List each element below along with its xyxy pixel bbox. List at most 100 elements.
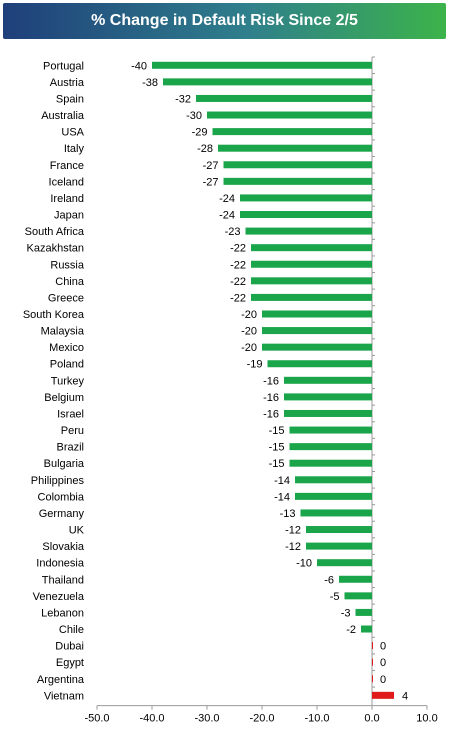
bar [289,443,372,451]
data-label: -6 [324,574,334,586]
bar [245,227,372,235]
data-label: -22 [230,276,246,288]
x-tick-label: 10.0 [416,713,437,725]
bar [317,559,372,567]
category-label: Philippines [31,475,85,487]
data-label: -14 [274,491,290,503]
bar [295,492,372,500]
category-label: Mexico [49,342,84,354]
category-label: Bulgaria [44,458,85,470]
category-label: Israel [57,408,84,420]
x-tick-label: -40.0 [139,713,164,725]
data-label: -22 [230,292,246,304]
bar [240,194,372,202]
bar [284,376,372,384]
category-label: Italy [64,143,85,155]
category-label: France [50,160,84,172]
data-label: -23 [225,226,241,238]
data-label: -19 [247,359,263,371]
bar [295,476,372,484]
category-label: Greece [48,292,84,304]
bar [207,111,372,119]
category-label: Chile [59,624,84,636]
category-label: Argentina [37,674,85,686]
bar [251,260,372,268]
data-label: -15 [269,442,285,454]
data-label: -3 [341,607,351,619]
bar [361,625,372,633]
category-label: Poland [50,359,84,371]
category-label: Colombia [38,491,85,503]
data-label: -13 [280,508,296,520]
bar [344,592,372,600]
category-label: Vietnam [44,690,84,702]
data-label: -27 [203,160,219,172]
bar [339,575,372,583]
x-tick-label: -20.0 [249,713,274,725]
category-label: Turkey [51,375,85,387]
category-label: Portugal [43,60,84,72]
bar [262,310,372,318]
category-label: South Korea [23,309,85,321]
data-label: -5 [330,591,340,603]
category-label: Australia [41,110,85,122]
bar [284,409,372,417]
category-label: Slovakia [42,541,84,553]
data-label: -20 [241,309,257,321]
bar [372,691,394,699]
bar [289,426,372,434]
bar [218,144,372,152]
category-label: Venezuela [33,591,85,603]
data-label: -38 [142,77,158,89]
chart-title: % Change in Default Risk Since 2/5 [91,12,358,29]
x-tick-label: -10.0 [304,713,329,725]
data-label: -15 [269,458,285,470]
category-label: Japan [54,210,84,222]
data-label: 0 [380,641,386,653]
x-tick-label: 0.0 [364,713,379,725]
bar [289,459,372,467]
category-label: Egypt [56,657,84,669]
bar [262,327,372,335]
data-label: -24 [219,193,235,205]
category-label: Thailand [42,574,84,586]
data-label: -20 [241,326,257,338]
bar [306,526,372,534]
data-label: -16 [263,408,279,420]
data-label: -32 [175,93,191,105]
category-label: Belgium [44,392,84,404]
bar [240,211,372,219]
category-label: USA [61,127,84,139]
data-label: 0 [380,657,386,669]
category-label: UK [69,525,85,537]
category-label: China [55,276,85,288]
bar [251,244,372,252]
data-label: -2 [346,624,356,636]
category-label: Indonesia [36,558,85,570]
data-label: -27 [203,176,219,188]
bar [355,608,372,616]
data-label: -24 [219,210,235,222]
title-banner: % Change in Default Risk Since 2/5 [3,3,446,39]
bar [251,277,372,285]
category-label: Peru [61,425,84,437]
category-label: Spain [56,93,84,105]
bar [163,78,372,86]
category-label: Malaysia [41,326,85,338]
bar [251,293,372,301]
data-label: -22 [230,243,246,255]
data-label: -28 [197,143,213,155]
category-label: Dubai [55,641,84,653]
bar [223,177,372,185]
data-label: -20 [241,342,257,354]
category-label: Brazil [56,442,84,454]
data-label: -12 [285,541,301,553]
bar [196,94,372,102]
data-label: 0 [380,674,386,686]
category-label: Austria [50,77,85,89]
bar [212,128,372,136]
bar [262,343,372,351]
bar [300,509,372,517]
data-label: -29 [192,127,208,139]
